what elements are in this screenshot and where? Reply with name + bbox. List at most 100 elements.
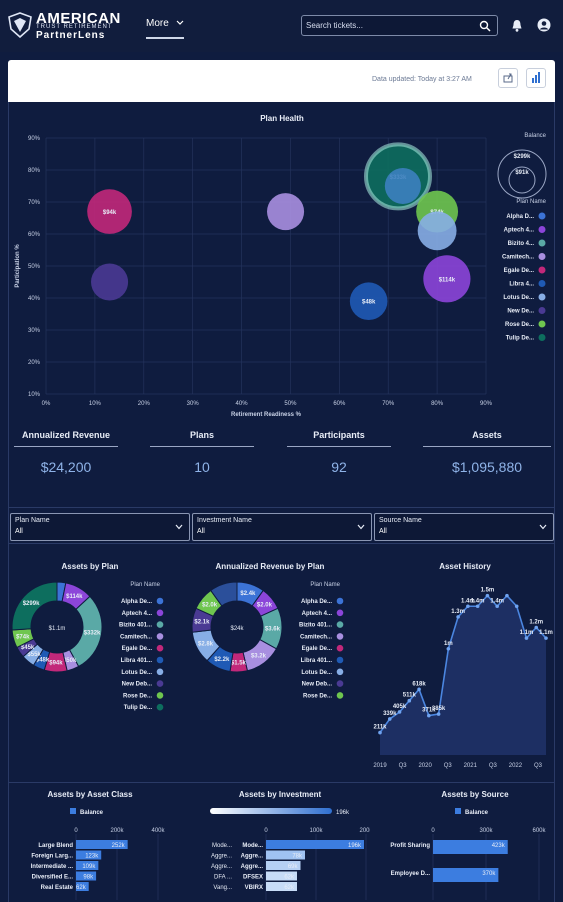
brand-product: PartnerLens <box>36 30 106 41</box>
legend-label: Lotus De... <box>301 670 332 676</box>
color-scale <box>210 808 332 814</box>
legend-dot <box>336 680 344 687</box>
data-point <box>466 604 470 609</box>
legend-label: Aptech 4... <box>504 228 535 234</box>
legend-label: Libra 401... <box>121 658 153 664</box>
bar-value-label: 69k <box>288 864 299 870</box>
legend-label: Alpha De... <box>121 599 152 605</box>
slice-label: $2.0k <box>202 602 218 608</box>
data-label: 1.4m <box>471 598 485 604</box>
data-point <box>417 687 421 692</box>
slice-label: $2.1k <box>194 619 210 625</box>
kpi-annualized-revenue: Annualized Revenue $24,200 <box>14 430 118 475</box>
by-source-title: Assets by Source <box>441 790 509 799</box>
legend-dot <box>156 621 164 628</box>
data-point <box>436 712 441 716</box>
bubble-point <box>87 189 132 234</box>
bar <box>266 861 301 870</box>
x-tick-label: 300k <box>479 828 493 834</box>
more-label: More <box>146 18 169 29</box>
chevron-down-icon <box>175 524 183 530</box>
category-label: Vang... <box>213 885 232 891</box>
notifications-bell-icon[interactable] <box>511 19 523 32</box>
asset-class-chart: Balance 0 200k 400k 252k Large Blend 123k Forei… <box>31 808 166 900</box>
plan-health-title: Plan Health <box>260 114 304 123</box>
bar <box>266 850 305 860</box>
legend-dot <box>156 644 164 652</box>
legend-title: Plan Name <box>130 582 160 588</box>
legend-label: Rose De... <box>505 322 534 328</box>
search-icon[interactable] <box>479 20 491 32</box>
investment-name-filter[interactable]: Investment Name All <box>192 513 372 541</box>
category-label: DFA ... <box>214 875 232 881</box>
data-label: 1.3m <box>451 609 465 615</box>
data-updated-text: Data updated: Today at 3:27 AM <box>372 76 472 83</box>
legend-label: Lotus De... <box>121 670 152 676</box>
legend-dot <box>336 597 344 605</box>
area-fill <box>380 595 546 755</box>
search-input[interactable] <box>306 18 471 33</box>
y-tick-label: 30% <box>28 328 41 334</box>
slice-label: $2.8k <box>198 641 214 647</box>
kpi-value: $24,200 <box>40 459 92 475</box>
data-point <box>505 593 509 598</box>
legend-label: Balance <box>465 810 489 816</box>
x-tick-label: 600k <box>532 828 546 834</box>
slice-label: $45k <box>21 645 35 651</box>
share-icon <box>503 73 513 83</box>
slice-label: $50k <box>63 658 77 664</box>
plan-name-filter[interactable]: Plan Name All <box>10 513 190 541</box>
category-label: Employee D... <box>391 871 431 877</box>
slice-label: $332k <box>84 631 101 637</box>
share-button[interactable] <box>498 68 518 88</box>
by-investment-chart: 196k 0 100k 200k 196k Mode... Mode... 78k Aggre.… <box>210 808 370 900</box>
x-tick-label: 70% <box>382 401 395 407</box>
data-point <box>524 636 529 640</box>
legend-label: Bizito 401... <box>119 623 152 629</box>
bar-value-label: 196k <box>348 843 362 849</box>
bubble-point <box>423 255 471 303</box>
legend-dot <box>538 239 546 247</box>
legend-dot <box>538 253 546 260</box>
legend-label: Bizito 401... <box>299 623 332 629</box>
category-label: Aggre... <box>211 854 232 860</box>
source-name-filter[interactable]: Source Name All <box>374 513 554 541</box>
legend-label: Alpha D... <box>506 214 534 220</box>
data-label: 211k <box>373 725 387 731</box>
data-label: 618k <box>412 681 426 687</box>
legend-label: Camitech... <box>120 634 152 640</box>
brand-subline: TRUST RETIREMENT <box>36 24 113 30</box>
y-tick-label: 50% <box>28 264 41 270</box>
x-axis-label: Retirement Readiness % <box>231 412 302 416</box>
user-avatar-icon[interactable] <box>537 18 551 32</box>
legend-label: Egale De... <box>504 268 535 274</box>
legend-swatch <box>70 808 76 814</box>
slice-label: $2.4k <box>240 591 256 597</box>
x-tick-label: 40% <box>236 401 249 407</box>
chart-view-button[interactable] <box>526 68 546 88</box>
bubble-point <box>417 211 457 251</box>
legend-dot <box>538 320 546 328</box>
legend-dot <box>156 656 164 664</box>
legend-label: New De... <box>507 309 534 315</box>
x-tick-label: 2019 <box>373 763 387 769</box>
legend-dot <box>538 307 546 314</box>
search-box <box>301 15 498 36</box>
data-point <box>495 604 499 609</box>
american-trust-logo[interactable]: AMERICAN TRUST RETIREMENT PartnerLens <box>8 10 133 42</box>
bar-value-label: 98k <box>83 875 94 881</box>
revenue-by-plan-title: Annualized Revenue by Plan <box>215 562 325 571</box>
size-legend-label: $299k <box>514 154 531 160</box>
legend-dot <box>156 668 164 676</box>
bar <box>266 840 364 849</box>
slice-label: $299k <box>23 601 40 607</box>
brand-name: AMERICAN <box>36 10 121 27</box>
kpi-label: Plans <box>150 430 254 447</box>
legend-label: Alpha De... <box>301 599 332 605</box>
more-menu-button[interactable]: More <box>146 18 184 39</box>
asset-history-chart: 211k339k405k511k618k371k385k1m1.3m1.4m1.… <box>373 588 553 769</box>
data-point <box>544 636 548 640</box>
x-tick-label: 60% <box>333 401 346 407</box>
legend-label: Egale De... <box>122 646 153 652</box>
x-tick-label: 2022 <box>509 763 523 769</box>
